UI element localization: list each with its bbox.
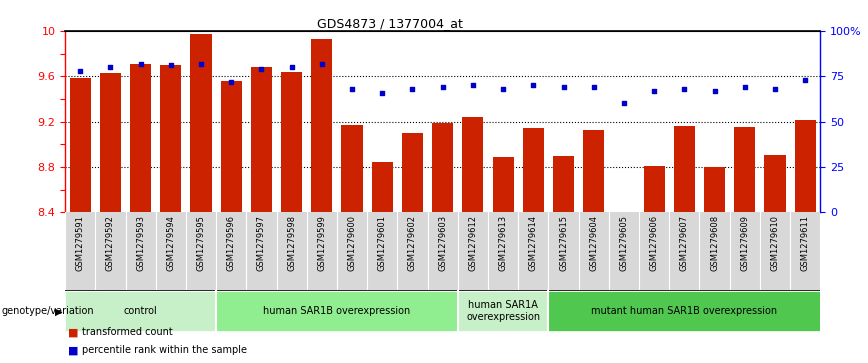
Point bbox=[617, 101, 631, 106]
Bar bbox=[216, 291, 457, 331]
Text: GSM1279599: GSM1279599 bbox=[318, 215, 326, 270]
Text: GSM1279611: GSM1279611 bbox=[800, 215, 810, 271]
Text: GSM1279596: GSM1279596 bbox=[227, 215, 236, 271]
Point bbox=[134, 61, 148, 66]
Bar bbox=[765, 155, 786, 212]
Point bbox=[799, 77, 812, 83]
Text: GSM1279603: GSM1279603 bbox=[438, 215, 447, 271]
Text: GSM1279591: GSM1279591 bbox=[76, 215, 85, 270]
Text: GSM1279601: GSM1279601 bbox=[378, 215, 387, 271]
Text: ▶: ▶ bbox=[56, 306, 62, 316]
Text: GSM1279610: GSM1279610 bbox=[771, 215, 779, 271]
Bar bbox=[251, 67, 272, 212]
Bar bbox=[492, 157, 514, 212]
Bar bbox=[190, 34, 212, 212]
Bar bbox=[463, 117, 483, 212]
Bar bbox=[402, 133, 423, 212]
Point bbox=[194, 61, 208, 66]
Point bbox=[254, 66, 268, 72]
Bar bbox=[614, 212, 635, 286]
Point bbox=[436, 84, 450, 90]
Text: human SAR1B overexpression: human SAR1B overexpression bbox=[263, 306, 411, 316]
Text: GSM1279609: GSM1279609 bbox=[740, 215, 749, 271]
Text: GSM1279614: GSM1279614 bbox=[529, 215, 538, 271]
Text: GSM1279592: GSM1279592 bbox=[106, 215, 115, 270]
Bar bbox=[583, 130, 604, 212]
Text: ■: ■ bbox=[68, 345, 78, 355]
Text: GSM1279605: GSM1279605 bbox=[620, 215, 628, 271]
Point bbox=[375, 90, 389, 95]
Point bbox=[405, 86, 419, 92]
Bar bbox=[100, 73, 121, 212]
Bar bbox=[523, 129, 544, 212]
Point bbox=[164, 62, 178, 68]
Point bbox=[677, 86, 691, 92]
Point bbox=[315, 61, 329, 66]
Point bbox=[587, 84, 601, 90]
Text: GSM1279607: GSM1279607 bbox=[680, 215, 689, 271]
Text: GSM1279598: GSM1279598 bbox=[287, 215, 296, 271]
Point bbox=[556, 84, 570, 90]
Text: GSM1279612: GSM1279612 bbox=[469, 215, 477, 271]
Text: GSM1279608: GSM1279608 bbox=[710, 215, 719, 271]
Point bbox=[466, 82, 480, 88]
Text: human SAR1A
overexpression: human SAR1A overexpression bbox=[466, 301, 540, 322]
Text: GSM1279594: GSM1279594 bbox=[167, 215, 175, 270]
Point bbox=[73, 68, 87, 74]
Point bbox=[768, 86, 782, 92]
Bar bbox=[704, 167, 725, 212]
Text: control: control bbox=[124, 306, 157, 316]
Point bbox=[224, 79, 238, 85]
Bar bbox=[553, 156, 574, 212]
Point bbox=[496, 86, 510, 92]
Point bbox=[707, 88, 721, 94]
Text: ■: ■ bbox=[68, 327, 78, 337]
Text: GSM1279604: GSM1279604 bbox=[589, 215, 598, 271]
Title: GDS4873 / 1377004_at: GDS4873 / 1377004_at bbox=[317, 17, 463, 30]
Text: GSM1279613: GSM1279613 bbox=[498, 215, 508, 271]
Bar bbox=[312, 39, 332, 212]
Bar bbox=[130, 64, 151, 212]
Point bbox=[738, 84, 752, 90]
Bar bbox=[674, 126, 695, 212]
Text: GSM1279606: GSM1279606 bbox=[649, 215, 659, 271]
Bar bbox=[794, 121, 816, 212]
Bar bbox=[341, 125, 363, 212]
Bar bbox=[220, 81, 242, 212]
Point bbox=[285, 64, 299, 70]
Text: genotype/variation: genotype/variation bbox=[2, 306, 95, 316]
Bar bbox=[734, 127, 755, 212]
Bar bbox=[69, 78, 91, 212]
Text: GSM1279595: GSM1279595 bbox=[196, 215, 206, 270]
Bar bbox=[549, 291, 820, 331]
Bar bbox=[281, 72, 302, 212]
Bar bbox=[372, 163, 393, 212]
Bar bbox=[65, 291, 216, 331]
Text: GSM1279615: GSM1279615 bbox=[559, 215, 568, 271]
Bar bbox=[457, 291, 549, 331]
Point bbox=[648, 88, 661, 94]
Bar bbox=[432, 123, 453, 212]
Bar bbox=[643, 166, 665, 212]
Text: GSM1279600: GSM1279600 bbox=[347, 215, 357, 271]
Text: transformed count: transformed count bbox=[82, 327, 174, 337]
Point bbox=[345, 86, 359, 92]
Text: GSM1279602: GSM1279602 bbox=[408, 215, 417, 271]
Point bbox=[103, 64, 117, 70]
Text: percentile rank within the sample: percentile rank within the sample bbox=[82, 345, 247, 355]
Text: GSM1279597: GSM1279597 bbox=[257, 215, 266, 271]
Text: GSM1279593: GSM1279593 bbox=[136, 215, 145, 271]
Text: mutant human SAR1B overexpression: mutant human SAR1B overexpression bbox=[591, 306, 778, 316]
Bar bbox=[161, 65, 181, 212]
Point bbox=[526, 82, 540, 88]
